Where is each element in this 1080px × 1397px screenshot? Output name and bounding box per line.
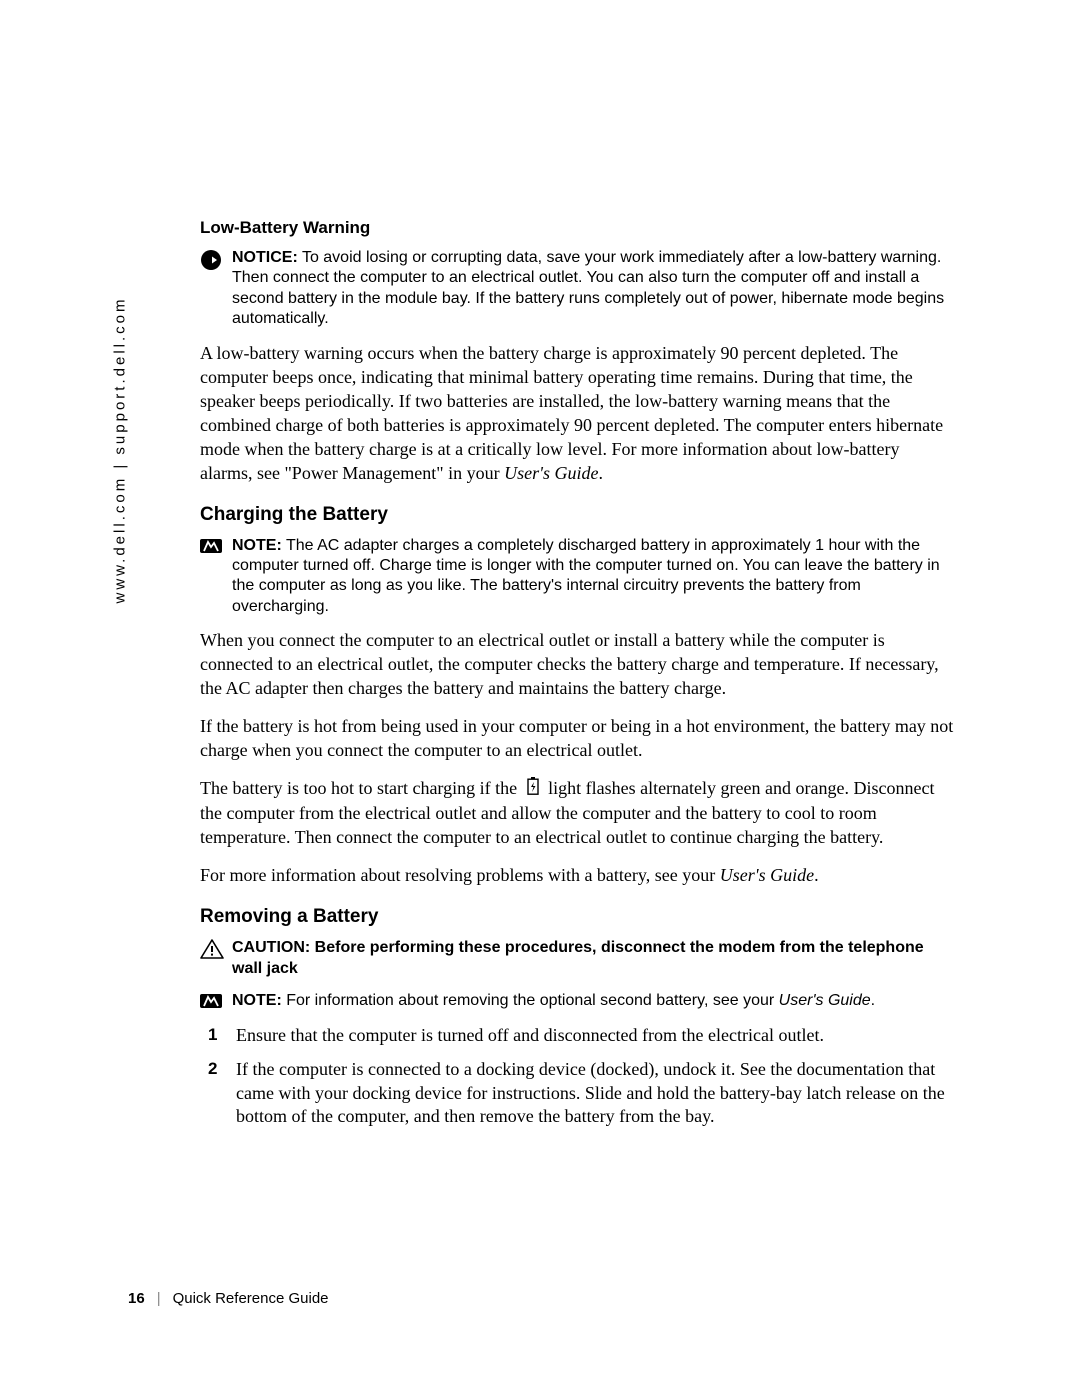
note-remove-b: . — [871, 992, 875, 1009]
note-remove-text: NOTE: For information about removing the… — [232, 991, 875, 1011]
para-charge-4: For more information about resolving pro… — [200, 864, 955, 888]
note-charging-text: NOTE: The AC adapter charges a completel… — [232, 536, 955, 618]
users-guide-ref-3: User's Guide — [779, 992, 871, 1009]
caution-block: CAUTION: Before performing these procedu… — [200, 938, 955, 979]
users-guide-ref-2: User's Guide — [720, 865, 814, 885]
para-low-battery: A low-battery warning occurs when the ba… — [200, 342, 955, 486]
note-remove-block: NOTE: For information about removing the… — [200, 991, 955, 1011]
step-1: Ensure that the computer is turned off a… — [200, 1024, 955, 1048]
note-icon-2 — [200, 991, 232, 1010]
note-charging-body: The AC adapter charges a completely disc… — [232, 537, 940, 615]
para-charge-4a: For more information about resolving pro… — [200, 865, 720, 885]
heading-removing: Removing a Battery — [200, 906, 955, 928]
users-guide-ref-1: User's Guide — [504, 463, 598, 483]
notice-lead: NOTICE: — [232, 249, 298, 266]
battery-indicator-icon — [526, 777, 540, 802]
steps-list: Ensure that the computer is turned off a… — [200, 1024, 955, 1130]
note-charging-block: NOTE: The AC adapter charges a completel… — [200, 536, 955, 618]
para-charge-2: If the battery is hot from being used in… — [200, 715, 955, 763]
caution-body: Before performing these procedures, disc… — [232, 939, 924, 976]
para-low-battery-b: . — [598, 463, 603, 483]
notice-body: To avoid losing or corrupting data, save… — [232, 249, 944, 327]
caution-icon — [200, 938, 232, 959]
note-icon — [200, 536, 232, 555]
para-charge-1: When you connect the computer to an elec… — [200, 629, 955, 701]
caution-text: CAUTION: Before performing these procedu… — [232, 938, 955, 979]
note-remove-a: For information about removing the optio… — [282, 992, 779, 1009]
note-charging-lead: NOTE: — [232, 537, 282, 554]
heading-charging: Charging the Battery — [200, 504, 955, 526]
para-charge-4b: . — [814, 865, 819, 885]
page-content: Low-Battery Warning NOTICE: To avoid los… — [200, 218, 955, 1139]
footer-title: Quick Reference Guide — [173, 1290, 329, 1307]
caution-lead: CAUTION: — [232, 939, 315, 956]
note-remove-lead: NOTE: — [232, 992, 282, 1009]
para-charge-3a: The battery is too hot to start charging… — [200, 778, 522, 798]
para-charge-3: The battery is too hot to start charging… — [200, 777, 955, 850]
heading-low-battery: Low-Battery Warning — [200, 218, 955, 238]
footer-divider: | — [157, 1290, 161, 1307]
step-2: If the computer is connected to a dockin… — [200, 1058, 955, 1130]
notice-block: NOTICE: To avoid losing or corrupting da… — [200, 248, 955, 330]
page-number: 16 — [128, 1290, 145, 1307]
sidebar-url: www.dell.com | support.dell.com — [112, 297, 129, 604]
page-footer: 16 | Quick Reference Guide — [128, 1290, 329, 1307]
notice-icon — [200, 248, 232, 271]
notice-text: NOTICE: To avoid losing or corrupting da… — [232, 248, 955, 330]
